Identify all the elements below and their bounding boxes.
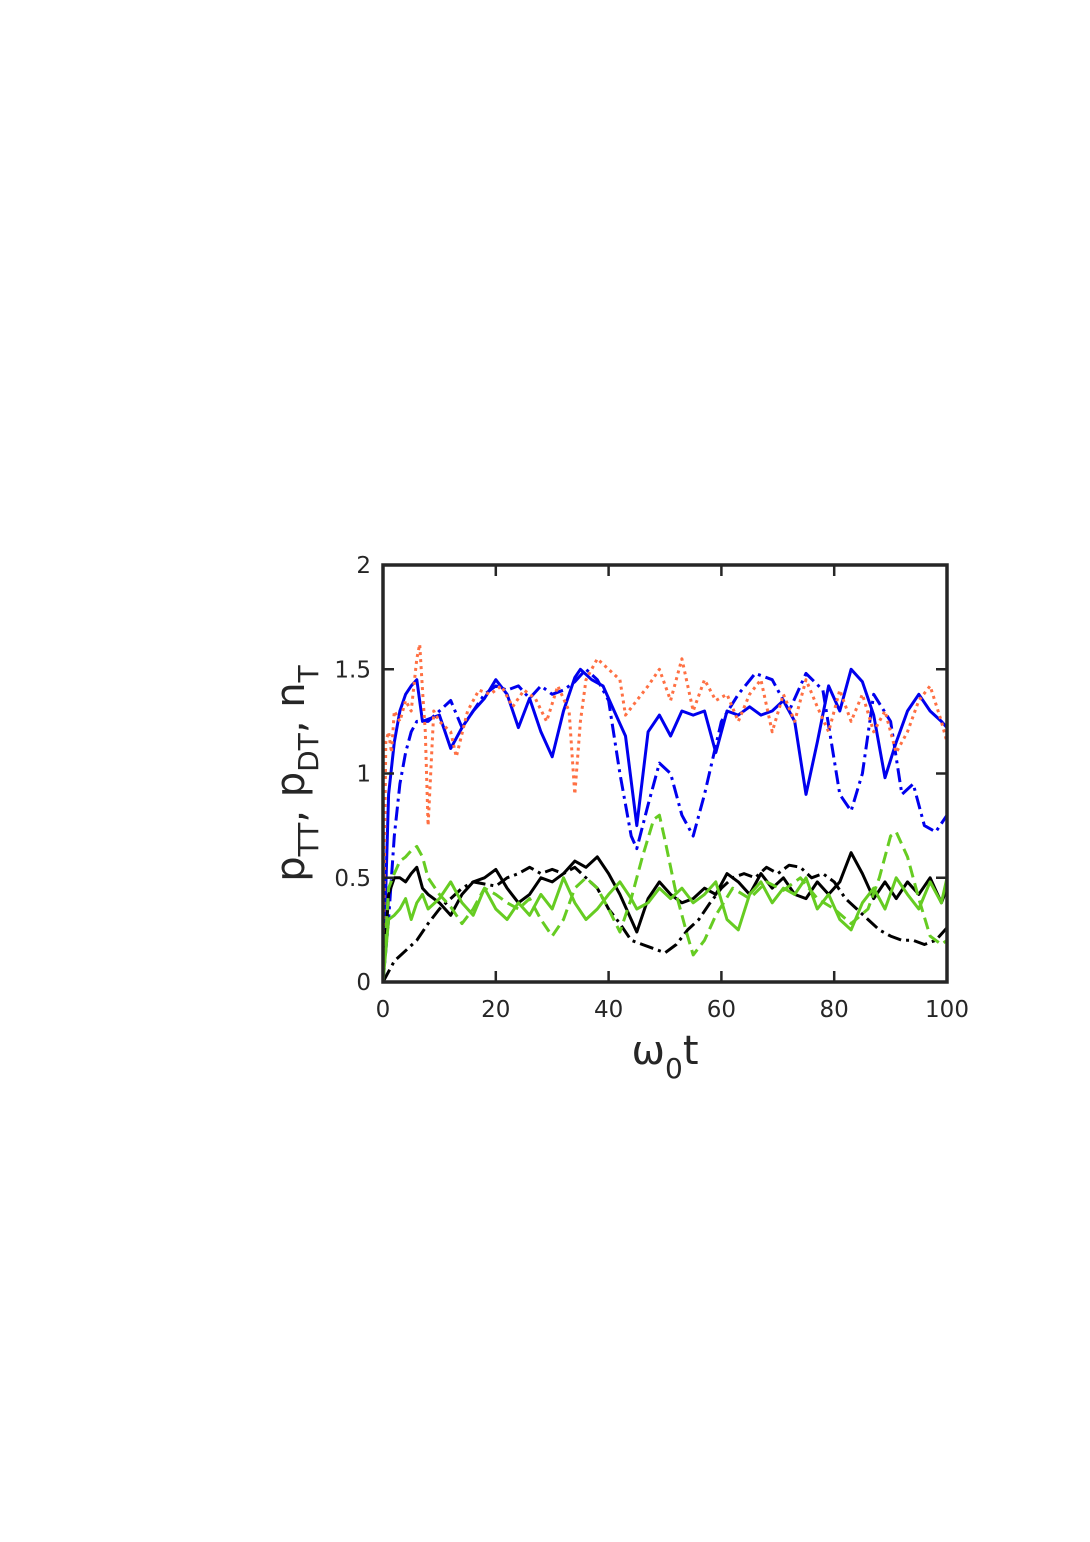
y-tick-label: 1.5 bbox=[334, 657, 371, 683]
x-tick-label: 80 bbox=[820, 997, 849, 1023]
label-layer: ω0t pTT, pDT, nT bbox=[268, 664, 699, 1085]
series-line-5 bbox=[383, 863, 947, 982]
series-line-7 bbox=[383, 813, 947, 982]
series-layer bbox=[383, 642, 947, 982]
series-line-4 bbox=[383, 851, 947, 982]
x-axis-label: ω0t bbox=[631, 1028, 698, 1085]
series-line-2 bbox=[383, 667, 947, 982]
y-tick-label: 0.5 bbox=[334, 866, 371, 892]
y-tick-label: 0 bbox=[356, 970, 371, 996]
x-tick-label: 40 bbox=[594, 997, 623, 1023]
series-line-6 bbox=[383, 876, 947, 982]
x-tick-label: 20 bbox=[481, 997, 510, 1023]
y-tick-label: 2 bbox=[356, 553, 371, 579]
x-tick-label: 0 bbox=[376, 997, 391, 1023]
x-tick-label: 60 bbox=[707, 997, 736, 1023]
x-tick-label: 100 bbox=[925, 997, 969, 1023]
axes-layer: 0 20 40 60 80 100 0 0.5 1 1.5 2 bbox=[334, 553, 969, 1023]
y-axis-label: pTT, pDT, nT bbox=[268, 664, 325, 881]
y-tick-label: 1 bbox=[356, 762, 371, 788]
series-line-1 bbox=[383, 667, 947, 982]
series-line-3 bbox=[383, 642, 947, 982]
